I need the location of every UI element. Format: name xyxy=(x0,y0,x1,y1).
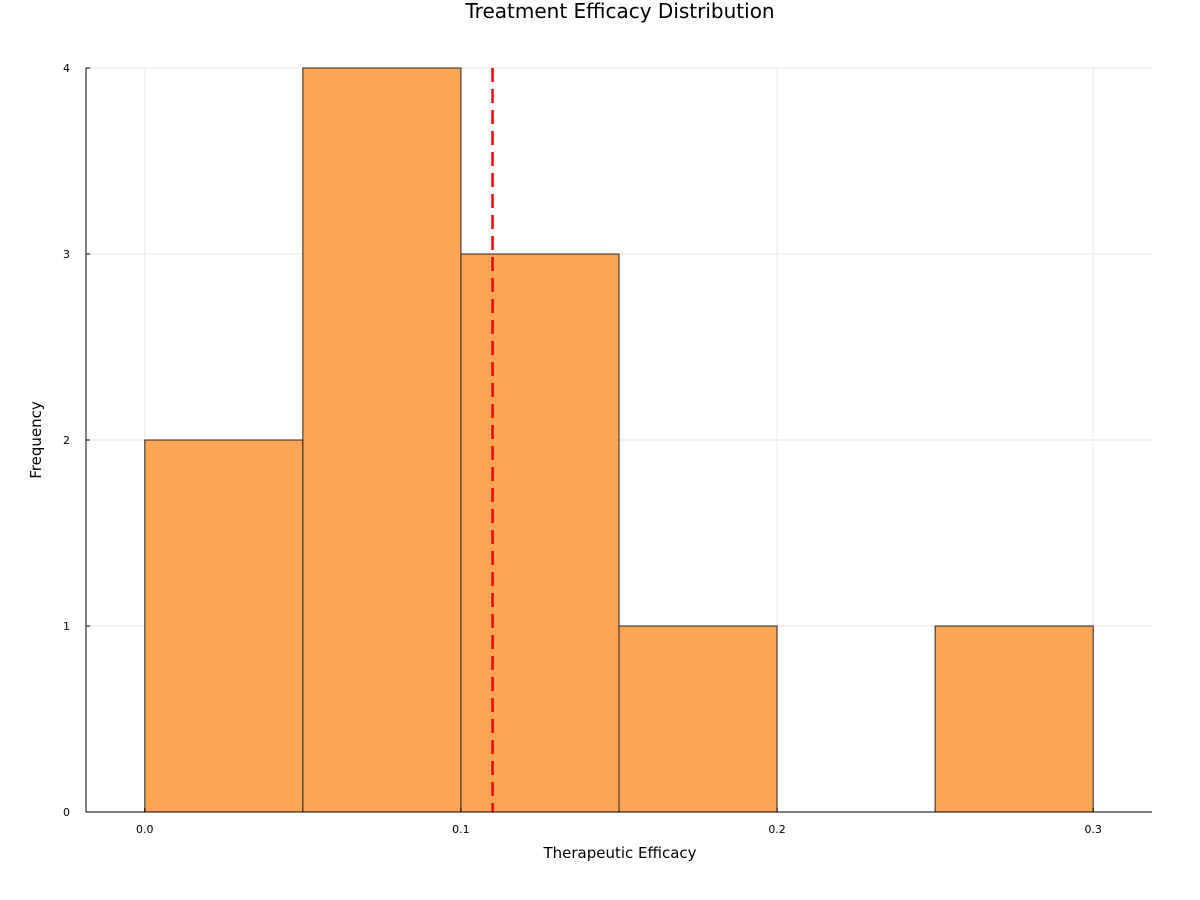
histogram-bar xyxy=(144,439,304,813)
histogram-bar xyxy=(934,625,1094,813)
histogram-bar xyxy=(302,67,462,813)
x-tick-label: 0.2 xyxy=(768,823,786,836)
y-axis-label: Frequency xyxy=(27,401,45,479)
bars-layer xyxy=(144,67,1094,813)
y-tick-label: 1 xyxy=(63,620,70,633)
x-tick-label: 0.0 xyxy=(136,823,154,836)
y-tick-label: 4 xyxy=(63,62,70,75)
axes-layer: 0.0 0.1 0.2 0.3 0 1 2 3 4 xyxy=(63,62,1152,836)
histogram-bar xyxy=(618,625,778,813)
y-tick-label: 2 xyxy=(63,434,70,447)
histogram-bar xyxy=(460,253,620,813)
chart-title: Treatment Efficacy Distribution xyxy=(464,0,774,23)
x-tick-label: 0.1 xyxy=(452,823,470,836)
y-tick-label: 3 xyxy=(63,248,70,261)
x-axis-label: Therapeutic Efficacy xyxy=(542,844,696,862)
x-tick-label: 0.3 xyxy=(1084,823,1102,836)
y-tick-label: 0 xyxy=(63,806,70,819)
